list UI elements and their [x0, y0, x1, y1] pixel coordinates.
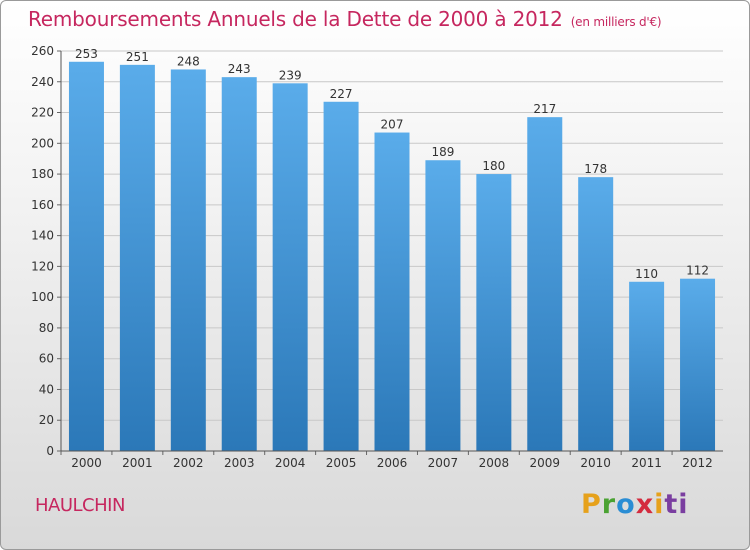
- y-tick-label: 180: [31, 167, 54, 181]
- data-label: 248: [177, 54, 200, 68]
- y-tick-label: 160: [31, 198, 54, 212]
- data-label: 251: [126, 50, 149, 64]
- x-tick-label: 2001: [122, 456, 153, 470]
- logo-letter: r: [601, 489, 617, 520]
- bar: [119, 64, 155, 451]
- y-tick-label: 140: [31, 229, 54, 243]
- y-tick-label: 220: [31, 106, 54, 120]
- x-tick-label: 2003: [224, 456, 255, 470]
- chart-title: Remboursements Annuels de la Dette de 20…: [28, 7, 662, 31]
- x-tick-label: 2010: [580, 456, 611, 470]
- bar: [629, 281, 665, 451]
- chart-title-text: Remboursements Annuels de la Dette de 20…: [28, 7, 563, 31]
- bar: [323, 101, 359, 452]
- y-tick-label: 40: [39, 382, 54, 396]
- data-label: 112: [686, 264, 709, 278]
- y-tick-label: 200: [31, 136, 54, 150]
- logo-letter: o: [616, 489, 636, 520]
- x-tick-label: 2009: [529, 456, 560, 470]
- logo-letter: i: [654, 489, 665, 520]
- data-label: 178: [584, 162, 607, 176]
- x-tick-label: 2004: [275, 456, 306, 470]
- y-tick-label: 0: [46, 444, 54, 458]
- y-tick-label: 240: [31, 75, 54, 89]
- x-tick-label: 2005: [326, 456, 357, 470]
- bars: [68, 61, 716, 452]
- proxiti-logo: Proxiti: [581, 489, 689, 520]
- data-label: 227: [330, 87, 353, 101]
- data-label: 110: [635, 267, 658, 281]
- x-tick-label: 2011: [631, 456, 662, 470]
- x-tick-label: 2007: [428, 456, 459, 470]
- logo-letter: x: [635, 489, 655, 520]
- data-label: 239: [279, 68, 302, 82]
- data-label: 243: [228, 62, 251, 76]
- bar: [578, 177, 614, 451]
- data-label: 180: [482, 159, 505, 173]
- unit-note: (en milliers d'€): [570, 15, 662, 29]
- city-name: HAULCHIN: [35, 495, 125, 516]
- y-tick-label: 260: [31, 44, 54, 58]
- x-tick-label: 2008: [479, 456, 510, 470]
- bar: [425, 160, 461, 451]
- data-labels: 253 251 248 243 239 227 207 189 180 217 178 110 112: [75, 47, 709, 281]
- data-label: 217: [533, 102, 556, 116]
- y-tick-label: 120: [31, 259, 54, 273]
- logo-letter: P: [581, 489, 602, 520]
- y-tick-label: 80: [39, 321, 54, 335]
- x-tick-label: 2000: [71, 456, 102, 470]
- bar: [680, 278, 716, 451]
- bar: [272, 83, 308, 452]
- y-tick-label: 60: [39, 352, 54, 366]
- bar: [476, 174, 512, 452]
- logo-letter: ti: [664, 489, 689, 520]
- data-label: 207: [381, 118, 404, 132]
- x-axis-ticks: 2000 2001 2002 2003 2004 2005 2006 2007 2008 2009…: [60, 451, 713, 470]
- x-tick-label: 2002: [173, 456, 204, 470]
- bar: [527, 117, 563, 452]
- data-label: 253: [75, 47, 98, 61]
- data-label: 189: [431, 145, 454, 159]
- y-tick-label: 20: [39, 413, 54, 427]
- bar: [374, 132, 410, 452]
- bar: [170, 69, 206, 451]
- y-axis-ticks: 0 20 40 60 80 100 120 140 160 180 200 220 240 260: [31, 44, 61, 458]
- x-tick-label: 2012: [682, 456, 713, 470]
- x-tick-label: 2006: [377, 456, 408, 470]
- bar: [221, 77, 257, 452]
- bar: [68, 61, 104, 452]
- y-tick-label: 100: [31, 290, 54, 304]
